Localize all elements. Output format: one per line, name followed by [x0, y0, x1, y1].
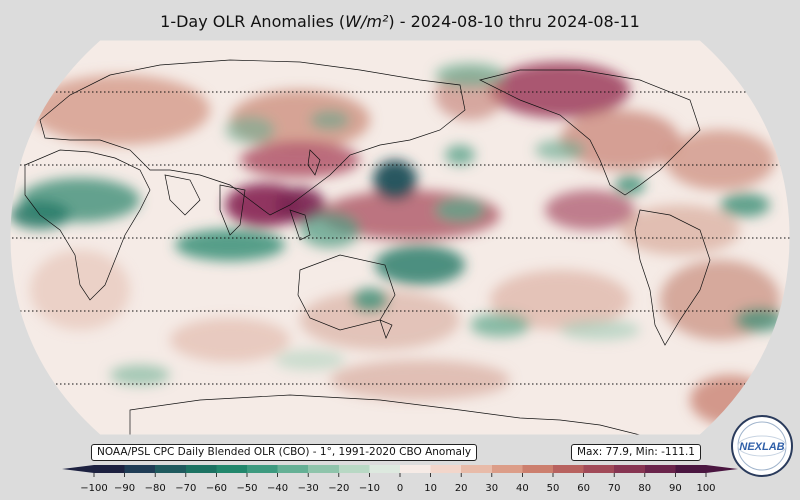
nz-outline — [379, 319, 393, 339]
colorbar-tick-label: 80 — [638, 483, 652, 494]
latitude-lines — [10, 91, 790, 385]
north-america-outline — [478, 69, 701, 196]
colorbar-tick-label: 10 — [424, 483, 437, 494]
colorbar-tick-label: 60 — [577, 483, 590, 494]
colorbar-min-extend — [62, 465, 94, 473]
svg-text:NEXLAB: NEXLAB — [739, 441, 784, 453]
globe-frame — [9, 39, 791, 436]
colorbar — [62, 465, 738, 477]
map-panel — [10, 40, 790, 435]
colorbar-tick-label: −50 — [236, 483, 258, 494]
map-title: 1-Day OLR Anomalies (W/m²) - 2024-08-10 … — [160, 12, 640, 31]
max-min-box: Max: 77.9, Min: -111.1 — [571, 444, 701, 461]
colorbar-tick-label: 90 — [669, 483, 682, 494]
colorbar-tick-label: 40 — [516, 483, 529, 494]
japan-outline — [307, 149, 321, 176]
colorbar-tick-label: −20 — [328, 483, 350, 494]
africa-outline — [24, 149, 151, 301]
source-info-box: NOAA/PSL CPC Daily Blended OLR (CBO) - 1… — [91, 444, 478, 461]
colorbar-tick-label: −80 — [144, 483, 166, 494]
india-outline — [219, 184, 246, 236]
colorbar-tick-label: 50 — [546, 483, 560, 494]
colorbar-tick-label: −100 — [80, 483, 108, 494]
colorbar-ticks — [93, 473, 707, 477]
colorbar-tick-label: 100 — [696, 483, 716, 494]
colorbar-tick-label: −70 — [175, 483, 197, 494]
colorbar-tick-label: 30 — [485, 483, 499, 494]
colorbar-tick-label: −40 — [267, 483, 289, 494]
colorbar-tick-label: −90 — [114, 483, 136, 494]
nexlab-logo: NEXLAB — [731, 415, 793, 477]
colorbar-body — [94, 465, 706, 473]
south-america-outline — [634, 209, 711, 346]
colorbar-tick-label: 20 — [454, 483, 468, 494]
antarctica-outline — [129, 394, 641, 435]
arabia-outline — [164, 174, 201, 216]
colorbar-tick-label: −10 — [358, 483, 380, 494]
islands-outline — [289, 209, 311, 241]
colorbar-tick-label: −60 — [205, 483, 227, 494]
colorbar-tick-label: 0 — [396, 483, 404, 494]
colorbar-max-extend — [706, 465, 738, 473]
colorbar-tick-label: −30 — [297, 483, 319, 494]
colorbar-tick-label: 70 — [607, 483, 621, 494]
